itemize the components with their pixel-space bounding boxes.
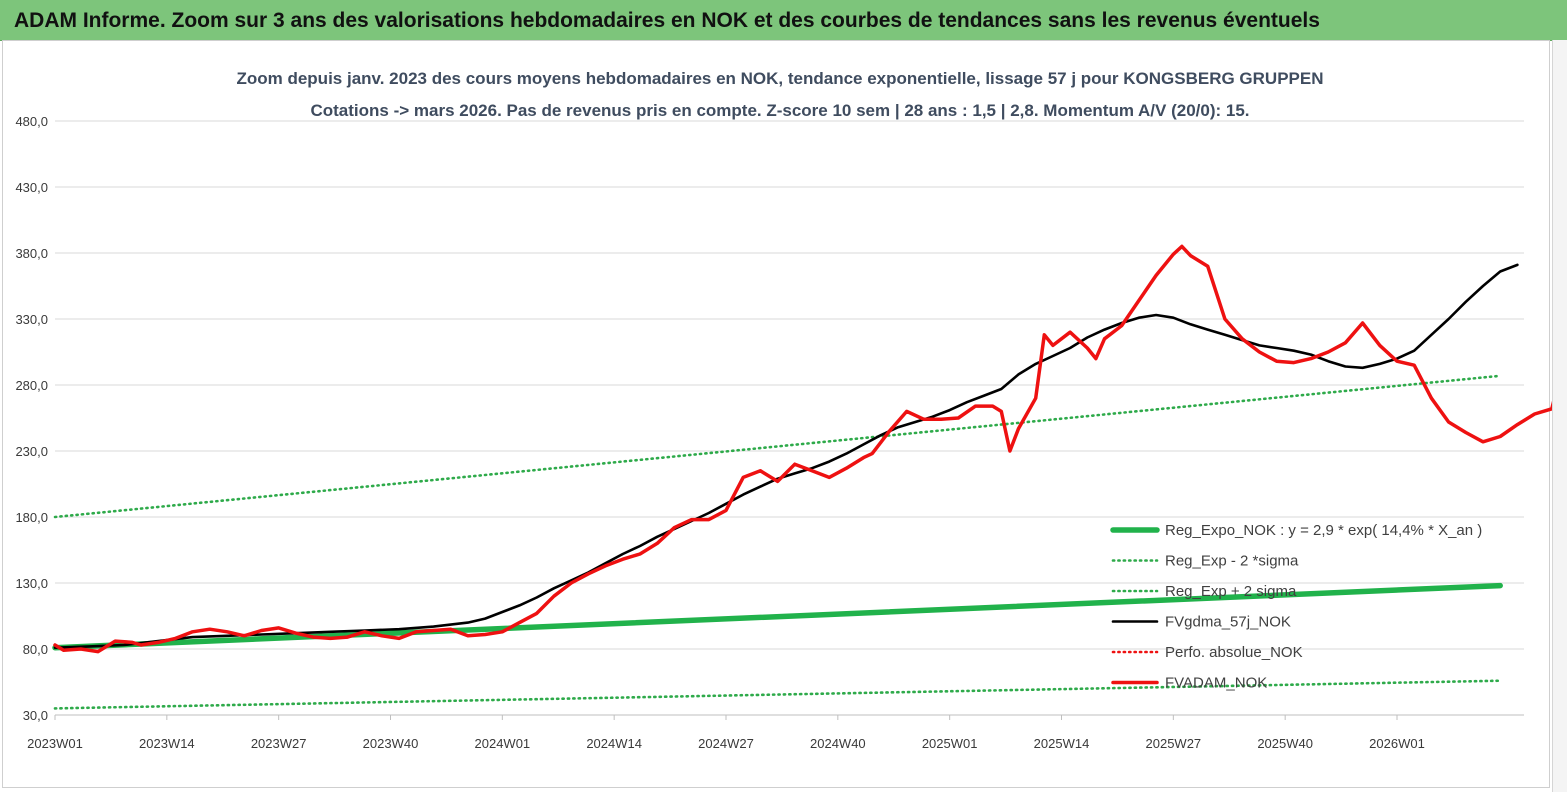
y-tick-label: 80,0 [23, 642, 48, 657]
y-tick-label: 30,0 [23, 708, 48, 723]
x-tick-label: 2026W01 [1369, 736, 1425, 751]
y-tick-label: 280,0 [15, 378, 48, 393]
y-tick-label: 480,0 [15, 114, 48, 129]
x-tick-label: 2025W40 [1257, 736, 1313, 751]
x-tick-label: 2024W27 [698, 736, 754, 751]
legend-entry: Perfo. absolue_NOK [1165, 644, 1303, 661]
report-banner: ADAM Informe. Zoom sur 3 ans des valoris… [0, 0, 1567, 41]
series-line-0 [52, 582, 1503, 651]
chart-title-line-2: Cotations -> mars 2026. Pas de revenus p… [310, 101, 1249, 120]
y-tick-label: 230,0 [15, 444, 48, 459]
x-tick-label: 2024W01 [475, 736, 531, 751]
y-tick-label: 380,0 [15, 246, 48, 261]
legend-entry: FVgdma_57j_NOK [1165, 614, 1291, 631]
x-tick-label: 2025W01 [922, 736, 978, 751]
x-tick-label: 2023W01 [27, 736, 83, 751]
title-backdrop [228, 64, 1352, 124]
legend-entry: Reg_Exp - 2 *sigma [1165, 553, 1299, 570]
x-tick-label: 2023W27 [251, 736, 307, 751]
x-tick-label: 2025W27 [1146, 736, 1202, 751]
y-tick-label: 130,0 [15, 576, 48, 591]
chart-title-line-1: Zoom depuis janv. 2023 des cours moyens … [236, 69, 1323, 88]
series-lines [52, 244, 1552, 710]
series-line-1 [53, 679, 1502, 710]
legend-entry: FVADAM_NOK [1165, 675, 1267, 692]
y-tick-label: 330,0 [15, 312, 48, 327]
y-tick-label: 180,0 [15, 510, 48, 525]
axes: 30,0 80,0 130,0 180,0 230,0 280,0 330,0 380,0 43… [15, 114, 1524, 751]
series-line-5 [53, 244, 1552, 654]
x-tick-label: 2024W14 [586, 736, 642, 751]
report-title: ADAM Informe. Zoom sur 3 ans des valoris… [14, 9, 1320, 32]
series-line-2 [53, 374, 1502, 519]
x-tick-label: 2023W14 [139, 736, 195, 751]
scrollbar-track[interactable] [1552, 40, 1567, 792]
x-tick-label: 2024W40 [810, 736, 866, 751]
y-tick-label: 430,0 [15, 180, 48, 195]
grid-lines [55, 120, 1524, 650]
x-tick-label: 2025W14 [1034, 736, 1090, 751]
legend: Reg_Expo_NOK : y = 2,9 * exp( 14,4% * X_… [1110, 522, 1482, 692]
chart-frame [2, 40, 1550, 788]
series-line-3 [53, 263, 1519, 649]
legend-entry: Reg_Expo_NOK : y = 2,9 * exp( 14,4% * X_… [1165, 522, 1482, 539]
legend-entry: Reg_Exp + 2 sigma [1165, 583, 1297, 600]
x-tick-label: 2023W40 [363, 736, 419, 751]
